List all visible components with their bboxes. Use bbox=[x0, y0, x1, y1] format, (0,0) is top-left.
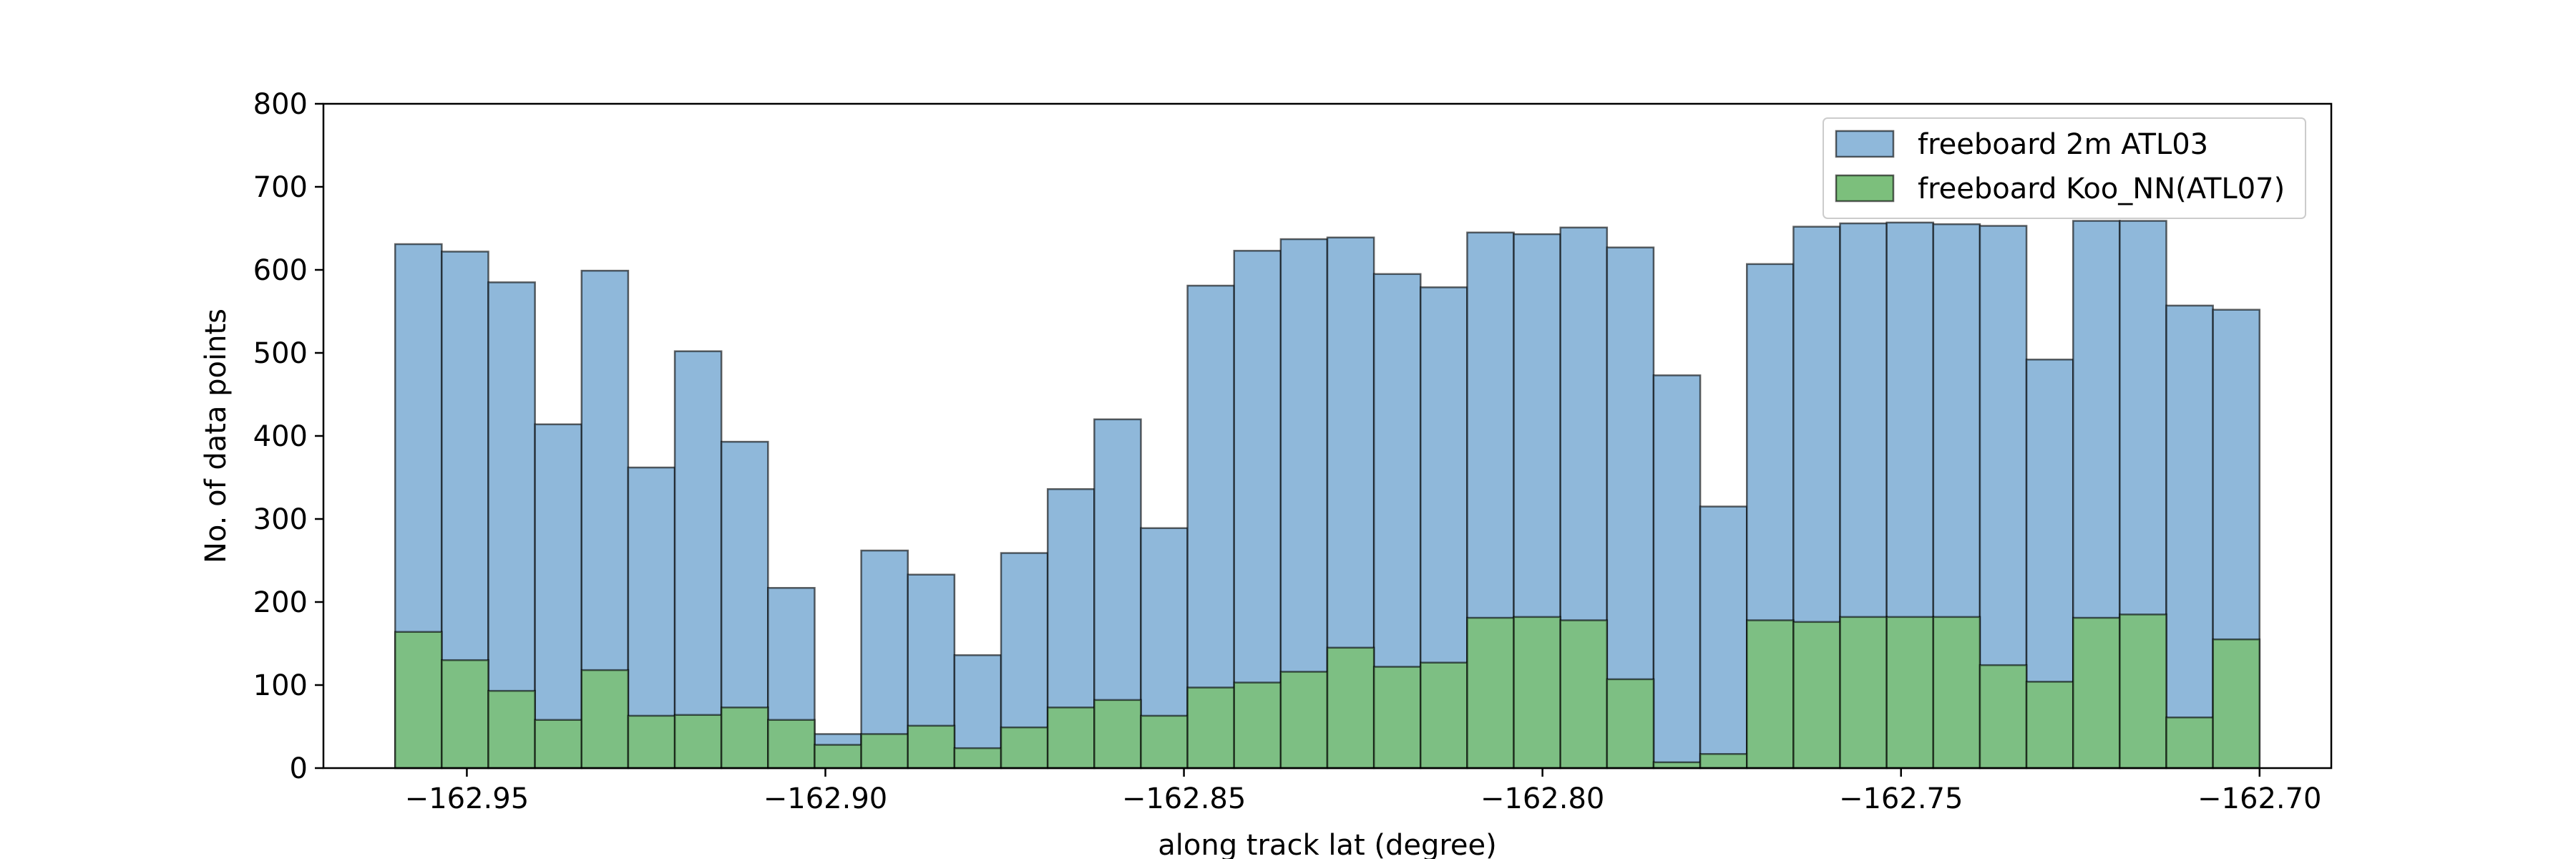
bar bbox=[767, 719, 816, 770]
y-tick-label: 0 bbox=[290, 752, 308, 785]
bar bbox=[1140, 714, 1189, 770]
bar bbox=[1186, 686, 1235, 770]
bar bbox=[1559, 619, 1609, 770]
bar bbox=[2072, 616, 2121, 770]
bar bbox=[1699, 753, 1748, 770]
bar bbox=[534, 423, 583, 770]
bar bbox=[953, 747, 1002, 770]
bar bbox=[1979, 664, 2028, 770]
bar bbox=[907, 724, 956, 770]
y-tick-label: 400 bbox=[253, 420, 308, 453]
y-axis-ticks: 0 100 200 300 400 500 600 700 800 bbox=[253, 88, 323, 785]
x-tick-label: −162.70 bbox=[2197, 782, 2321, 815]
bar bbox=[1372, 666, 1422, 770]
legend-label-koo-nn: freeboard Koo_NN(ATL07) bbox=[1918, 173, 2285, 205]
bar bbox=[673, 714, 723, 770]
bar bbox=[1420, 661, 1468, 770]
bar bbox=[1699, 505, 1748, 770]
bar bbox=[487, 689, 536, 770]
bar bbox=[814, 744, 862, 770]
bar bbox=[720, 707, 769, 770]
bar bbox=[2212, 638, 2261, 770]
bar bbox=[580, 669, 630, 770]
y-tick-label: 600 bbox=[253, 254, 308, 287]
y-tick-label: 300 bbox=[253, 503, 308, 536]
bar bbox=[1652, 374, 1702, 770]
legend-box bbox=[1823, 117, 2306, 219]
y-tick-label: 500 bbox=[253, 337, 308, 370]
bar bbox=[673, 350, 723, 770]
bar bbox=[1606, 678, 1655, 770]
bar bbox=[534, 719, 583, 770]
bar bbox=[2165, 716, 2214, 770]
bar bbox=[1046, 707, 1096, 770]
legend-label-atl03: freeboard 2m ATL03 bbox=[1918, 128, 2208, 161]
bar bbox=[2119, 613, 2167, 770]
legend: freeboard 2m ATL03 freeboard Koo_NN(ATL0… bbox=[1823, 117, 2306, 219]
bar bbox=[1233, 681, 1282, 770]
y-tick-label: 200 bbox=[253, 586, 308, 619]
bar bbox=[1932, 616, 1981, 770]
bar bbox=[1466, 616, 1515, 770]
bar bbox=[394, 631, 443, 770]
bar bbox=[1746, 619, 1795, 770]
x-tick-label: −162.80 bbox=[1480, 782, 1604, 815]
x-tick-label: −162.90 bbox=[763, 782, 887, 815]
bar bbox=[1839, 616, 1888, 770]
bar bbox=[487, 281, 536, 770]
bar bbox=[860, 733, 909, 770]
bar bbox=[1885, 616, 1935, 770]
y-axis-label: No. of data points bbox=[200, 309, 233, 563]
x-axis-label: along track lat (degree) bbox=[1158, 829, 1496, 859]
bar bbox=[627, 714, 676, 770]
x-tick-label: −162.75 bbox=[1839, 782, 1963, 815]
bar bbox=[1279, 671, 1329, 770]
x-axis-ticks: −162.95 −162.90 −162.85 −162.80 −162.75 −162.… bbox=[405, 768, 2322, 815]
legend-swatch-koo-nn bbox=[1835, 174, 1895, 203]
bar bbox=[2165, 304, 2214, 770]
bar bbox=[1513, 616, 1561, 770]
y-tick-label: 700 bbox=[253, 171, 308, 204]
legend-swatch-atl03 bbox=[1835, 130, 1895, 158]
bar bbox=[1093, 699, 1142, 770]
bar bbox=[441, 659, 489, 770]
x-tick-label: −162.95 bbox=[405, 782, 529, 815]
y-tick-label: 800 bbox=[253, 88, 308, 121]
bar bbox=[1326, 646, 1375, 770]
series-koo-nn-bars bbox=[394, 613, 2261, 770]
y-tick-label: 100 bbox=[253, 669, 308, 702]
bar bbox=[2025, 681, 2074, 770]
x-tick-label: −162.85 bbox=[1122, 782, 1246, 815]
bar bbox=[1000, 726, 1049, 770]
bar bbox=[1792, 621, 1841, 770]
